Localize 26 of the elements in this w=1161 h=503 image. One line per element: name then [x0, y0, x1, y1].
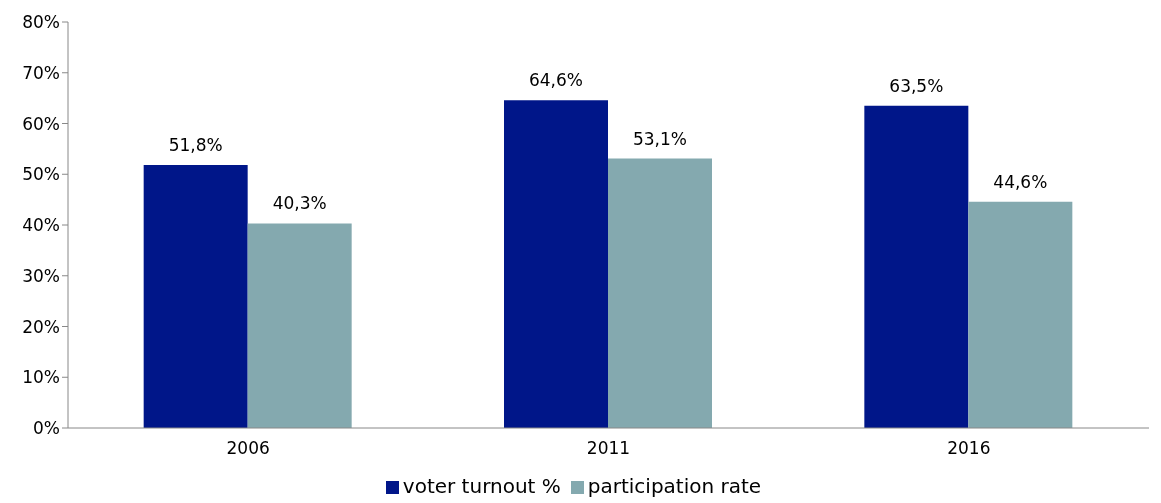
- y-tick-label: 40%: [22, 215, 60, 236]
- data-label: 64,6%: [529, 70, 584, 91]
- y-tick-label: 20%: [22, 316, 60, 337]
- bar: [608, 158, 712, 428]
- bar: [504, 100, 608, 428]
- y-tick-label: 50%: [22, 164, 60, 185]
- bar: [968, 201, 1073, 428]
- x-tick-label: 2006: [226, 438, 270, 459]
- y-tick-label: 70%: [22, 62, 60, 83]
- x-tick-label: 2011: [586, 438, 631, 459]
- y-tick-label: 10%: [22, 367, 60, 388]
- data-label: 63,5%: [889, 75, 944, 96]
- data-label: 51,8%: [168, 135, 223, 156]
- y-tick-label: 0%: [33, 418, 60, 439]
- data-label: 44,6%: [993, 171, 1048, 192]
- bar: [143, 165, 248, 428]
- x-tick-label: 2016: [947, 438, 991, 459]
- y-tick-label: 60%: [22, 113, 60, 134]
- data-label: 40,3%: [272, 193, 327, 214]
- y-tick-label: 80%: [22, 12, 60, 33]
- data-label: 53,1%: [633, 128, 688, 149]
- bar: [864, 105, 969, 428]
- bar: [247, 223, 352, 428]
- legend-label: participation rate: [587, 474, 762, 498]
- y-tick-label: 30%: [22, 265, 60, 286]
- legend-label: voter turnout %: [402, 474, 561, 498]
